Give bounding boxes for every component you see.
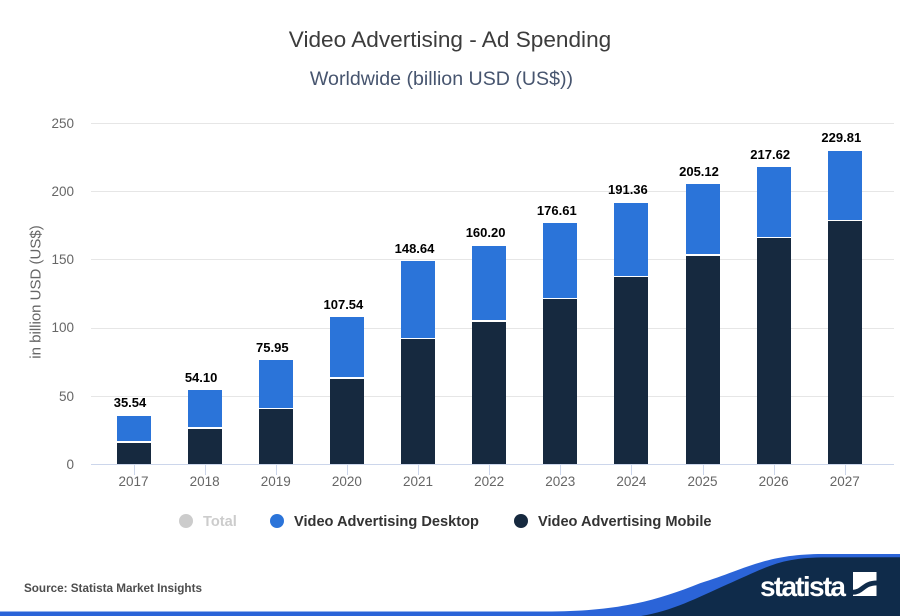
svg-text:statista: statista	[760, 571, 846, 602]
